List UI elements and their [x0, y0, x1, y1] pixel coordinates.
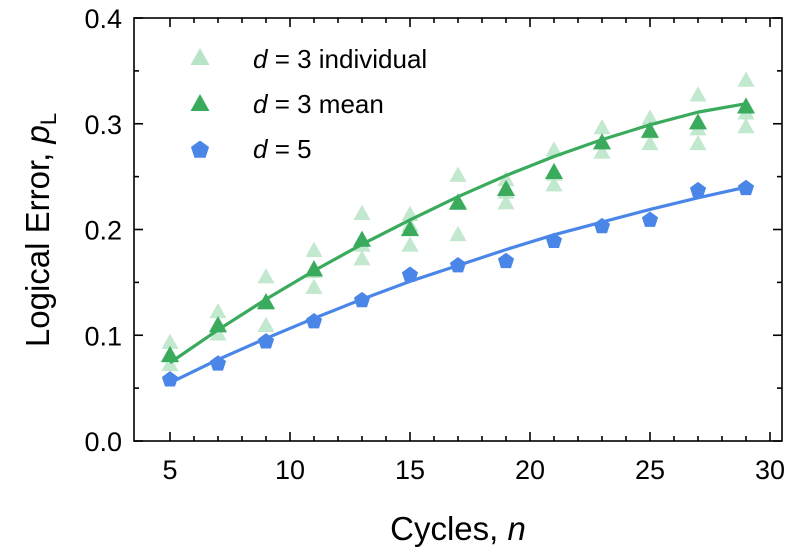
d3-individual-point	[737, 117, 755, 134]
d3-individual-point	[161, 355, 179, 372]
x-tick-label: 10	[275, 455, 305, 485]
d3-individual-point	[449, 166, 467, 182]
y-tick-label: 0.3	[84, 110, 122, 140]
d3-mean-point	[736, 97, 756, 114]
legend-label-d3-mean: d = 3 mean	[253, 89, 384, 119]
legend: d = 3 individual d = 3 mean d = 5	[190, 44, 427, 164]
d3-individual-point	[449, 225, 467, 242]
d3-mean-point	[448, 193, 468, 210]
d5-point	[161, 371, 179, 387]
d3-individual-point	[497, 170, 515, 187]
y-tick-label: 0.0	[84, 427, 122, 457]
d5-point	[305, 313, 323, 329]
d3-mean-point	[496, 179, 516, 196]
d3-individual-point	[161, 333, 179, 349]
d3-mean-point	[304, 260, 324, 277]
d3-individual-point	[353, 204, 371, 220]
legend-symbol-d5	[190, 140, 210, 158]
d5-point	[257, 333, 275, 349]
d3-individual-point	[593, 143, 611, 159]
y-tick-label: 0.1	[84, 321, 122, 351]
d3-individual-point	[641, 134, 659, 151]
d3-individual-point	[689, 86, 707, 102]
d3-mean-point	[208, 316, 228, 333]
legend-symbol-d3-mean	[190, 94, 210, 111]
x-tick-label: 20	[515, 455, 545, 485]
d3-mean-point	[400, 220, 420, 237]
d3-mean-point	[688, 113, 708, 130]
d3-individual-point	[305, 241, 323, 257]
d3-individual-point	[257, 316, 275, 333]
axis-tick-labels: 5 10 15 20 25 30 0.0 0.1 0.2 0.3 0.4	[84, 4, 785, 485]
d5-point	[353, 291, 371, 308]
legend-label-d3-individual: d = 3 individual	[253, 44, 427, 74]
d3-individual-point	[545, 141, 563, 157]
d3-mean-markers	[160, 97, 756, 362]
legend-label-d5: d = 5	[253, 134, 312, 164]
x-tick-label: 25	[635, 455, 665, 485]
d3-individual-point	[737, 71, 755, 87]
d5-point	[593, 217, 611, 234]
d3-individual-point	[641, 109, 659, 125]
x-axis-title: Cycles, n	[390, 510, 526, 547]
d5-point	[737, 179, 755, 196]
d3-individual-point	[545, 176, 563, 192]
d5-point	[449, 256, 467, 273]
d5-fit-line	[169, 185, 747, 385]
d3-individual-point	[209, 325, 227, 341]
d5-point	[497, 252, 515, 269]
d3-mean-point	[544, 162, 564, 180]
d3-individual-point	[593, 118, 611, 135]
d3-individual-point	[209, 302, 227, 319]
d3-individual-point	[689, 134, 707, 151]
d5-point	[641, 211, 659, 227]
d3-mean-point	[640, 121, 660, 138]
d3-individual-point	[401, 236, 419, 252]
d5-point	[689, 181, 707, 198]
d5-point	[209, 355, 227, 371]
y-tick-label: 0.4	[84, 4, 122, 34]
d5-point	[545, 232, 563, 249]
d3-mean-point	[160, 345, 180, 362]
axis-ticks	[134, 17, 782, 442]
d3-mean-point	[352, 230, 372, 247]
d3-mean-point	[256, 292, 276, 310]
d3-individual-point	[257, 268, 275, 284]
x-tick-label: 15	[395, 455, 425, 485]
y-tick-label: 0.2	[84, 216, 122, 246]
d3-individual-point	[497, 194, 515, 210]
x-tick-label: 5	[162, 455, 177, 485]
d3-individual-point	[305, 278, 323, 294]
legend-symbol-d3-individual	[190, 48, 210, 65]
d5-markers	[161, 179, 755, 387]
y-axis-title: Logical Error, pL	[19, 113, 61, 347]
d3-mean-point	[592, 133, 612, 150]
x-tick-label: 30	[755, 455, 785, 485]
d3-individual-markers	[161, 71, 755, 372]
d3-individual-point	[353, 250, 371, 266]
d5-point	[401, 266, 419, 282]
